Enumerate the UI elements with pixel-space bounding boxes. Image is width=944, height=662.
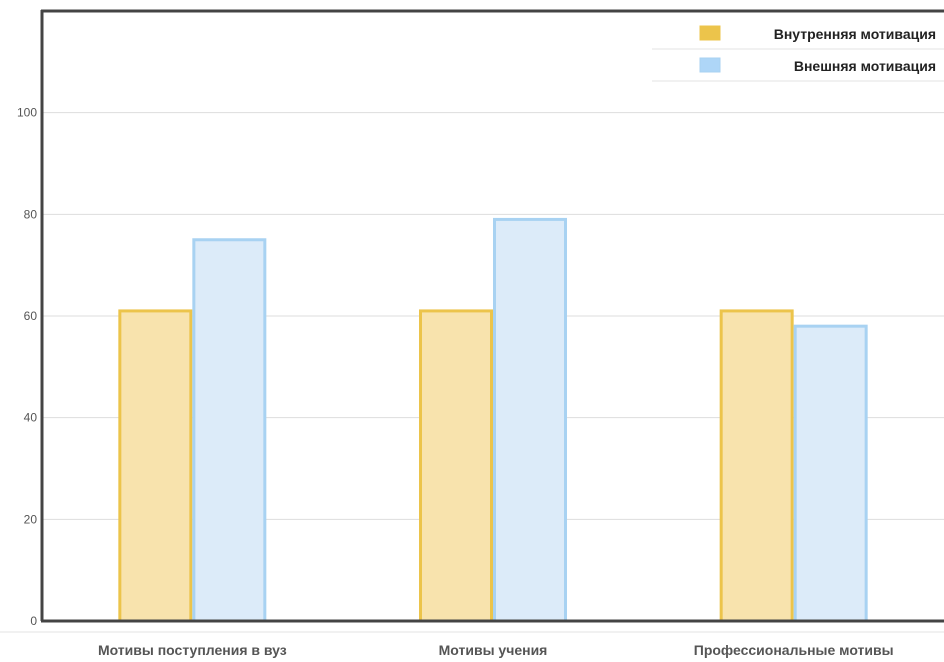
- y-tick-label: 60: [24, 309, 38, 323]
- legend-label: Внешняя мотивация: [794, 58, 936, 74]
- bar: [192, 238, 267, 623]
- category-labels: Мотивы поступления в вуз Мотивы учения Про…: [98, 642, 894, 658]
- bar: [118, 309, 193, 623]
- bar: [419, 309, 493, 623]
- y-tick-label: 100: [17, 106, 37, 120]
- y-axis-ticks: 0 20 40 60 80 100: [17, 106, 37, 628]
- legend: Внутренняя мотивация Внешняя мотивация: [652, 25, 944, 82]
- y-tick-label: 80: [24, 207, 38, 221]
- bar: [793, 324, 868, 623]
- x-category-label: Мотивы учения: [439, 642, 548, 658]
- x-category-label: Мотивы поступления в вуз: [98, 642, 287, 658]
- y-tick-label: 20: [24, 512, 38, 526]
- y-tick-label: 40: [24, 411, 38, 425]
- y-tick-label: 0: [30, 614, 37, 628]
- bar: [493, 217, 567, 623]
- legend-label: Внутренняя мотивация: [774, 26, 936, 42]
- bars: [118, 217, 868, 623]
- x-category-label: Профессиональные мотивы: [694, 642, 894, 658]
- legend-swatch: [699, 25, 721, 41]
- bar: [719, 309, 794, 623]
- legend-swatch: [699, 57, 721, 73]
